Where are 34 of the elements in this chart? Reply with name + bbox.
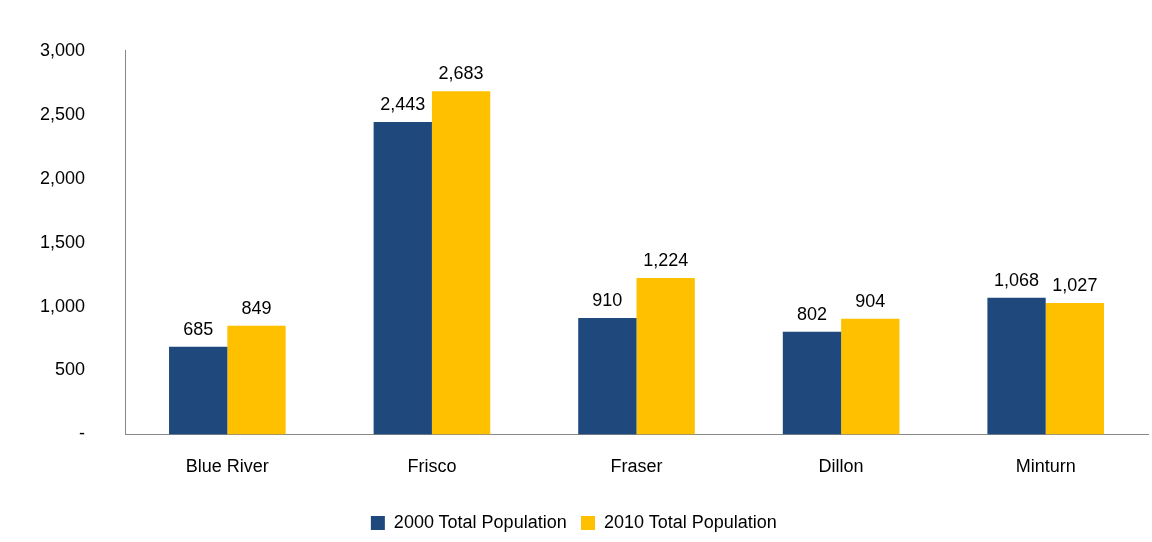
bar [782,331,842,435]
data-label: 2,443 [380,93,426,114]
data-label: 685 [183,318,214,339]
x-tick-label: Frisco [407,456,457,477]
data-label: 849 [241,297,272,318]
bar [841,318,900,435]
y-tick-label: 2,500 [40,103,86,124]
data-label: 1,224 [643,249,689,270]
data-label: 2,683 [438,63,484,84]
y-tick-label: 500 [55,359,86,380]
bar [169,346,228,435]
bar [636,277,695,435]
bar [987,297,1046,435]
x-tick-label: Dillon [818,456,864,477]
x-tick-label: Blue River [185,456,269,477]
bar [431,91,491,435]
y-tick-label: - [79,423,86,444]
data-label: 904 [855,290,886,311]
data-label: 802 [796,303,827,324]
bar [373,122,432,435]
y-tick-label: 2,000 [40,167,86,188]
bar [227,325,286,435]
data-label: 1,027 [1052,275,1098,296]
bar [1045,303,1105,435]
x-tick-label: Fraser [610,456,663,477]
x-tick-label: Minturn [1015,456,1076,477]
bar [578,318,637,435]
y-tick-label: 3,000 [40,39,86,60]
y-tick-label: 1,000 [40,295,86,316]
legend-label: 2000 Total Population [393,511,567,532]
data-label: 1,068 [994,269,1040,290]
legend-label: 2010 Total Population [604,511,777,532]
y-tick-label: 1,500 [40,231,86,252]
data-label: 910 [592,290,623,311]
